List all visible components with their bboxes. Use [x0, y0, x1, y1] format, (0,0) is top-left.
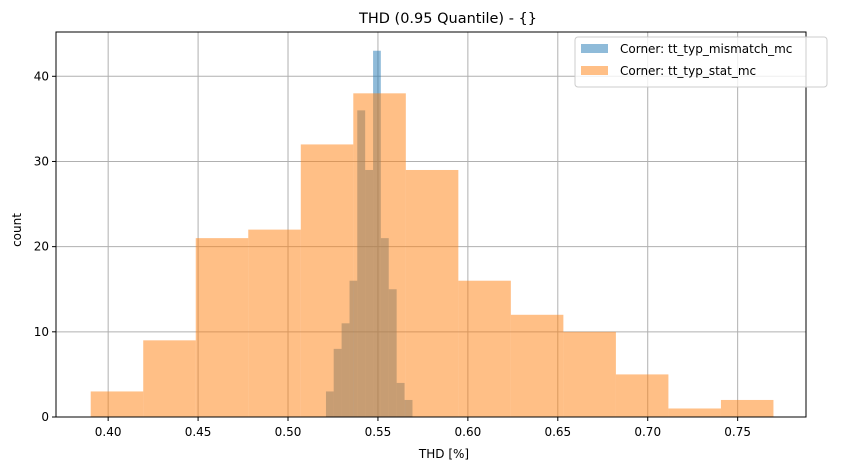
x-tick-label: 0.55	[365, 425, 392, 439]
y-tick-label: 20	[34, 240, 49, 254]
x-tick-label: 0.40	[95, 425, 122, 439]
histogram-bar	[195, 238, 249, 417]
histogram-bar	[563, 331, 616, 417]
chart-title: THD (0.95 Quantile) - {}	[358, 11, 537, 27]
histogram-bar	[143, 340, 196, 417]
histogram-bar	[720, 399, 774, 417]
legend: Corner: tt_typ_mismatch_mc Corner: tt_ty…	[574, 36, 828, 88]
x-tick-label: 0.45	[185, 425, 212, 439]
legend-box	[574, 36, 828, 88]
histogram-bar	[668, 408, 721, 417]
histogram-bar	[90, 391, 144, 417]
x-tick-label: 0.50	[275, 425, 302, 439]
x-axis-ticks: 0.40 0.45 0.50 0.55 0.60 0.65 0.70 0.75	[95, 417, 751, 439]
x-tick-label: 0.70	[634, 425, 661, 439]
series-stat-mc-bars	[90, 93, 774, 418]
axes-frame	[55, 31, 807, 418]
y-tick-label: 40	[34, 69, 49, 83]
y-tick-label: 10	[34, 325, 49, 339]
histogram-bar	[405, 169, 459, 417]
histogram-bar	[615, 374, 669, 417]
histogram-bar	[458, 280, 511, 417]
histogram-bar	[248, 229, 301, 417]
x-tick-label: 0.65	[544, 425, 571, 439]
histogram-bar	[300, 144, 354, 417]
legend-swatch-stat	[581, 66, 608, 75]
y-tick-label: 30	[34, 154, 49, 168]
legend-label-stat: Corner: tt_typ_stat_mc	[620, 64, 756, 78]
x-tick-label: 0.60	[455, 425, 482, 439]
histogram-bar	[353, 93, 406, 418]
legend-label-mismatch: Corner: tt_typ_mismatch_mc	[620, 42, 792, 56]
y-axis-ticks: 0 10 20 30 40	[34, 69, 56, 424]
y-axis-label: count	[10, 213, 24, 247]
legend-swatch-mismatch	[581, 44, 608, 53]
x-tick-label: 0.75	[724, 425, 751, 439]
histogram-bar	[510, 314, 564, 417]
y-tick-label: 0	[41, 410, 49, 424]
x-axis-label: THD [%]	[418, 447, 469, 461]
